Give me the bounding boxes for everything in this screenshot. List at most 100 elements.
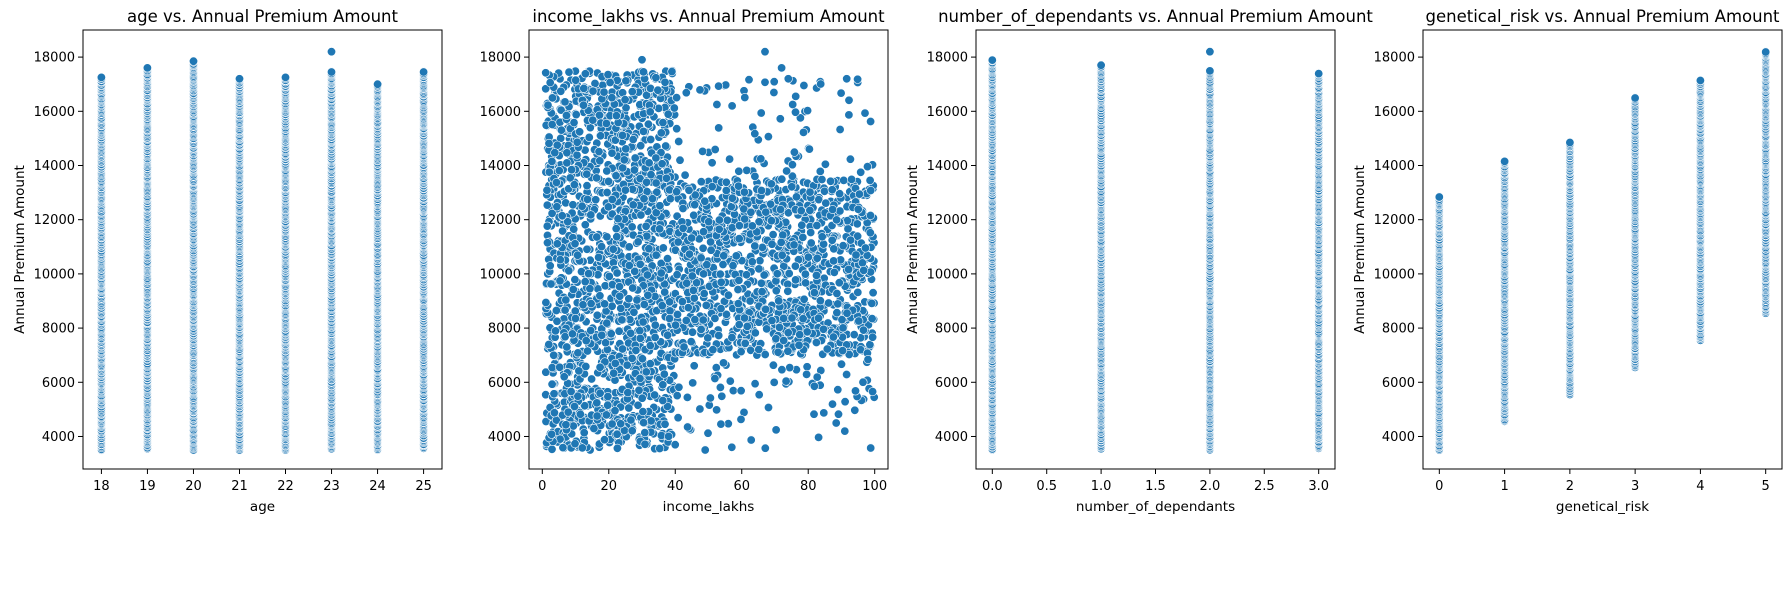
data-point <box>734 221 744 231</box>
data-point <box>558 443 568 453</box>
data-point <box>544 167 554 177</box>
data-point <box>839 175 849 185</box>
data-point <box>541 297 551 307</box>
data-point <box>580 277 590 287</box>
data-point <box>545 261 555 271</box>
data-point <box>620 185 630 195</box>
data-point <box>653 85 663 95</box>
data-point <box>550 326 560 336</box>
data-point <box>656 268 666 278</box>
data-point <box>597 330 607 340</box>
data-point <box>556 86 566 96</box>
data-point <box>546 279 556 289</box>
data-point <box>571 110 581 120</box>
data-point <box>584 132 594 142</box>
data-point <box>846 235 856 245</box>
data-point <box>617 344 627 354</box>
data-point <box>635 259 645 269</box>
data-point <box>588 86 598 96</box>
data-point <box>555 362 565 372</box>
data-point <box>549 389 559 399</box>
data-point <box>621 76 631 86</box>
data-point <box>595 388 605 398</box>
data-point <box>586 325 596 335</box>
data-point <box>591 195 601 205</box>
data-point <box>645 359 655 369</box>
data-point <box>579 83 589 93</box>
data-point <box>570 313 580 323</box>
x-tick-label: 19 <box>139 479 156 494</box>
data-point <box>592 232 602 242</box>
data-point <box>607 419 617 429</box>
data-point <box>640 439 650 449</box>
data-point <box>624 260 634 270</box>
y-axis-label: Annual Premium Amount <box>12 165 28 334</box>
data-point <box>544 339 554 349</box>
data-point <box>595 291 605 301</box>
y-tick-label: 14000 <box>34 159 75 174</box>
data-point <box>745 296 755 306</box>
data-point <box>607 148 617 158</box>
data-point <box>597 242 607 252</box>
data-point <box>723 290 733 300</box>
data-point <box>638 407 648 417</box>
data-point <box>644 244 654 254</box>
data-point <box>581 361 591 371</box>
data-point <box>609 368 619 378</box>
data-point <box>603 70 613 80</box>
data-point <box>603 391 613 401</box>
data-point <box>571 75 581 85</box>
data-point <box>561 420 571 430</box>
scatter-points <box>96 47 429 455</box>
data-point <box>564 266 574 276</box>
data-point <box>663 330 673 340</box>
data-point <box>559 372 569 382</box>
data-point <box>672 270 682 280</box>
data-point <box>865 340 875 350</box>
data-point <box>595 362 605 372</box>
data-point <box>631 345 641 355</box>
data-point <box>562 148 572 158</box>
data-point <box>587 374 597 384</box>
data-point <box>563 407 573 417</box>
data-point <box>799 294 809 304</box>
data-point <box>549 408 559 418</box>
data-point <box>624 294 634 304</box>
data-point <box>657 301 667 311</box>
data-point <box>547 379 557 389</box>
data-point <box>617 130 627 140</box>
data-point <box>621 144 631 154</box>
data-point <box>661 173 671 183</box>
data-point <box>562 342 572 352</box>
data-point <box>592 310 602 320</box>
data-point <box>736 347 746 357</box>
data-point <box>628 135 638 145</box>
data-point <box>542 238 552 248</box>
data-point <box>582 244 592 254</box>
data-point <box>645 107 655 117</box>
data-point <box>652 187 662 197</box>
data-point <box>611 171 621 181</box>
data-point <box>630 266 640 276</box>
data-point <box>545 78 555 88</box>
y-tick-label: 8000 <box>42 322 75 337</box>
data-point <box>638 67 648 77</box>
data-point <box>560 97 570 107</box>
data-point <box>657 159 667 169</box>
data-point <box>549 350 559 360</box>
data-point <box>651 73 661 83</box>
data-point <box>96 72 106 82</box>
data-point <box>636 141 646 151</box>
data-point <box>655 443 665 453</box>
data-point <box>849 330 859 340</box>
data-point <box>574 366 584 376</box>
data-point <box>601 119 611 129</box>
y-tick-label: 6000 <box>42 376 75 391</box>
data-point <box>569 401 579 411</box>
data-point <box>612 268 622 278</box>
data-point <box>815 296 825 306</box>
data-point <box>643 290 653 300</box>
data-point <box>624 403 634 413</box>
data-point <box>812 221 822 231</box>
x-tick-label: 24 <box>369 479 386 494</box>
